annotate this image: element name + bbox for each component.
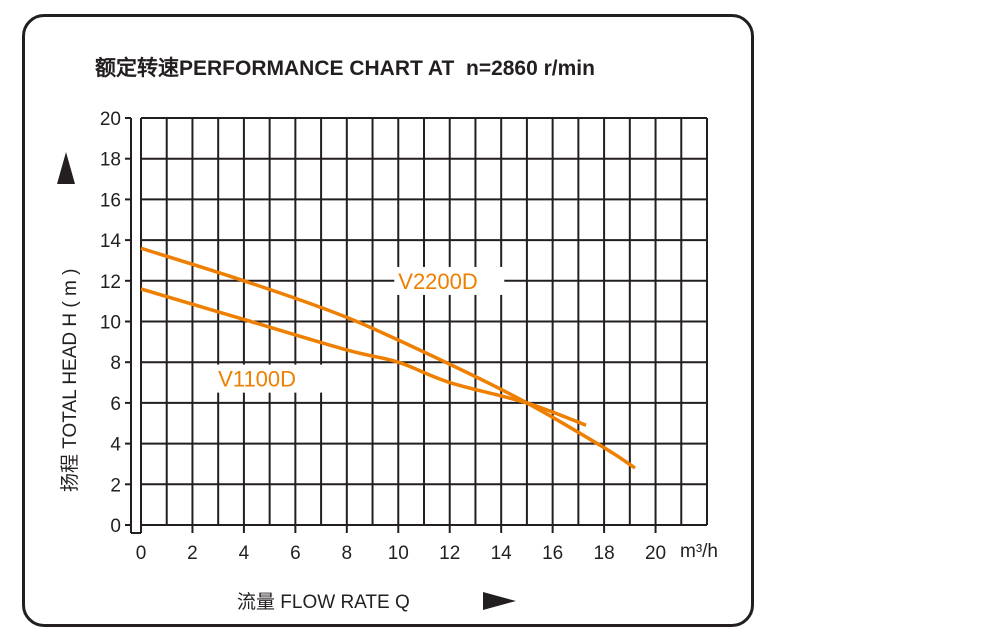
x-tick-label: 4	[239, 543, 250, 564]
x-tick-label: 6	[290, 543, 301, 564]
y-tick-label: 18	[100, 150, 121, 171]
y-tick-label: 10	[100, 313, 121, 334]
grid	[130, 117, 708, 534]
x-tick-label: 18	[594, 543, 615, 564]
x-tick-label: 14	[491, 543, 513, 564]
y-axis-label: 扬程 TOTAL HEAD H ( m )	[59, 269, 81, 492]
chart-frame	[22, 14, 754, 627]
chart-title: 额定转速PERFORMANCE CHART AT n=2860 r/min	[95, 57, 595, 80]
series-label-background	[214, 364, 325, 393]
y-axis-arrow-icon	[57, 152, 75, 184]
x-tick-label: 16	[542, 543, 563, 564]
tick-labels: 0 2 4 6 8 10 12 14 16 18 20 0 2 4 6 8 10 12 14 16 18 20	[100, 109, 666, 564]
x-tick-label: 8	[342, 543, 353, 564]
y-tick-label: 14	[100, 231, 122, 252]
y-tick-label: 2	[110, 475, 121, 496]
x-unit-label: m³/h	[680, 541, 718, 562]
x-tick-label: 20	[645, 543, 666, 564]
series-label-v2200d: V2200D	[398, 269, 478, 294]
y-tick-label: 0	[110, 516, 121, 537]
series-line-v2200d	[140, 246, 636, 470]
series-label-background	[394, 266, 505, 295]
y-tick-label: 12	[100, 272, 121, 293]
x-tick-label: 0	[136, 543, 147, 564]
y-tick-label: 4	[110, 435, 121, 456]
x-tick-label: 12	[439, 543, 460, 564]
series-lines: V2200D V1100D	[140, 246, 636, 470]
x-axis-arrow-icon	[483, 592, 516, 610]
y-tick-label: 8	[110, 353, 121, 374]
x-tick-label: 10	[388, 543, 409, 564]
y-tick-label: 16	[100, 190, 121, 211]
y-tick-label: 6	[110, 394, 121, 415]
x-axis-label: 流量 FLOW RATE Q	[237, 591, 410, 613]
y-tick-label: 20	[100, 109, 121, 130]
series-label-v1100d: V1100D	[218, 367, 296, 392]
x-tick-label: 2	[187, 543, 198, 564]
series-line-v1100d	[140, 287, 587, 427]
